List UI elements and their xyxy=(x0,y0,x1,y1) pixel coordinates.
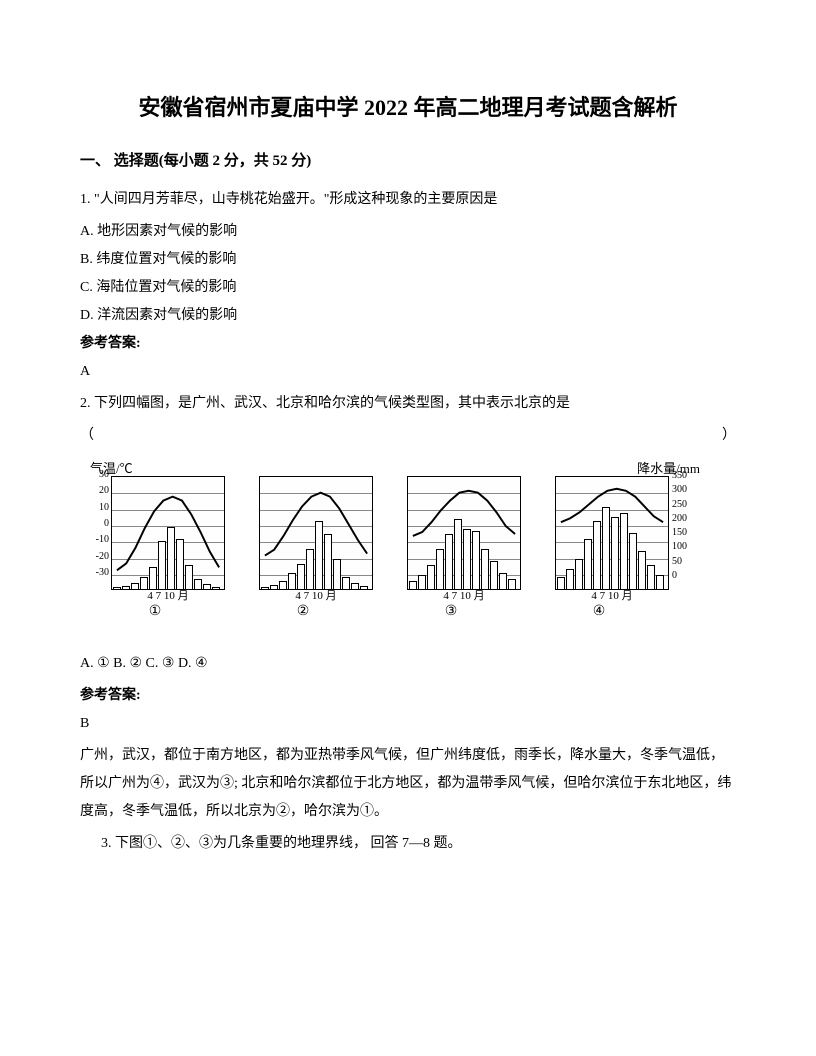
temp-curve xyxy=(260,477,372,589)
climate-chart-4: 4 7 10 月350300250200150100500④ xyxy=(529,476,669,616)
q2-answer: B xyxy=(80,710,736,738)
q1-option-d: D. 洋流因素对气候的影响 xyxy=(80,302,736,330)
q1-option-b: B. 纬度位置对气候的影响 xyxy=(80,246,736,274)
climate-chart-3: 4 7 10 月③ xyxy=(381,476,521,616)
x-axis-label: 4 7 10 月 xyxy=(112,587,224,603)
climate-chart-2: 4 7 10 月② xyxy=(233,476,373,616)
chart-box: 4 7 10 月 xyxy=(407,476,521,590)
q2-stem: 2. 下列四幅图，是广州、武汉、北京和哈尔滨的气候类型图，其中表示北京的是 xyxy=(80,390,736,418)
x-axis-label: 4 7 10 月 xyxy=(408,587,520,603)
q1-answer: A xyxy=(80,358,736,386)
x-axis-label: 4 7 10 月 xyxy=(556,587,668,603)
q1-answer-label: 参考答案: xyxy=(80,330,736,358)
chart-box: 4 7 10 月 xyxy=(111,476,225,590)
q2-answer-label: 参考答案: xyxy=(80,682,736,710)
chart-number: ① xyxy=(85,603,225,620)
q2-paren: （ ） xyxy=(80,422,736,450)
y-right-ticks: 350300250200150100500 xyxy=(672,471,700,585)
q1-option-a: A. 地形因素对气候的影响 xyxy=(80,218,736,246)
q1-option-c: C. 海陆位置对气候的影响 xyxy=(80,274,736,302)
y-left-ticks: 3020100-10-20-30 xyxy=(85,470,109,584)
x-axis-label: 4 7 10 月 xyxy=(260,587,372,603)
exam-title: 安徽省宿州市夏庙中学 2022 年高二地理月考试题含解析 xyxy=(80,90,736,125)
temp-curve xyxy=(408,477,520,589)
climate-charts: 气温/℃ 降水量/mm 3020100-10-20-304 7 10 月①4 7… xyxy=(80,458,700,638)
q2-paren-right: ） xyxy=(722,422,736,450)
temp-curve xyxy=(112,477,224,589)
q3-stem: 3. 下图①、②、③为几条重要的地理界线， 回答 7—8 题。 xyxy=(80,830,736,858)
q2-paren-left: （ xyxy=(80,422,94,450)
climate-chart-1: 3020100-10-20-304 7 10 月① xyxy=(85,476,225,616)
chart-number: ④ xyxy=(529,603,669,620)
q2-explanation: 广州，武汉，都位于南方地区，都为亚热带季风气候，但广州纬度低，雨季长，降水量大，… xyxy=(80,742,736,826)
chart-box: 4 7 10 月 xyxy=(259,476,373,590)
q2-options: A. ① B. ② C. ③ D. ④ xyxy=(80,650,736,678)
chart-box: 4 7 10 月350300250200150100500 xyxy=(555,476,669,590)
chart-number: ② xyxy=(233,603,373,620)
temp-curve xyxy=(556,477,668,589)
q1-stem: 1. "人间四月芳菲尽，山寺桃花始盛开。"形成这种现象的主要原因是 xyxy=(80,186,736,214)
chart-number: ③ xyxy=(381,603,521,620)
section-header: 一、 选择题(每小题 2 分，共 52 分) xyxy=(80,149,736,170)
